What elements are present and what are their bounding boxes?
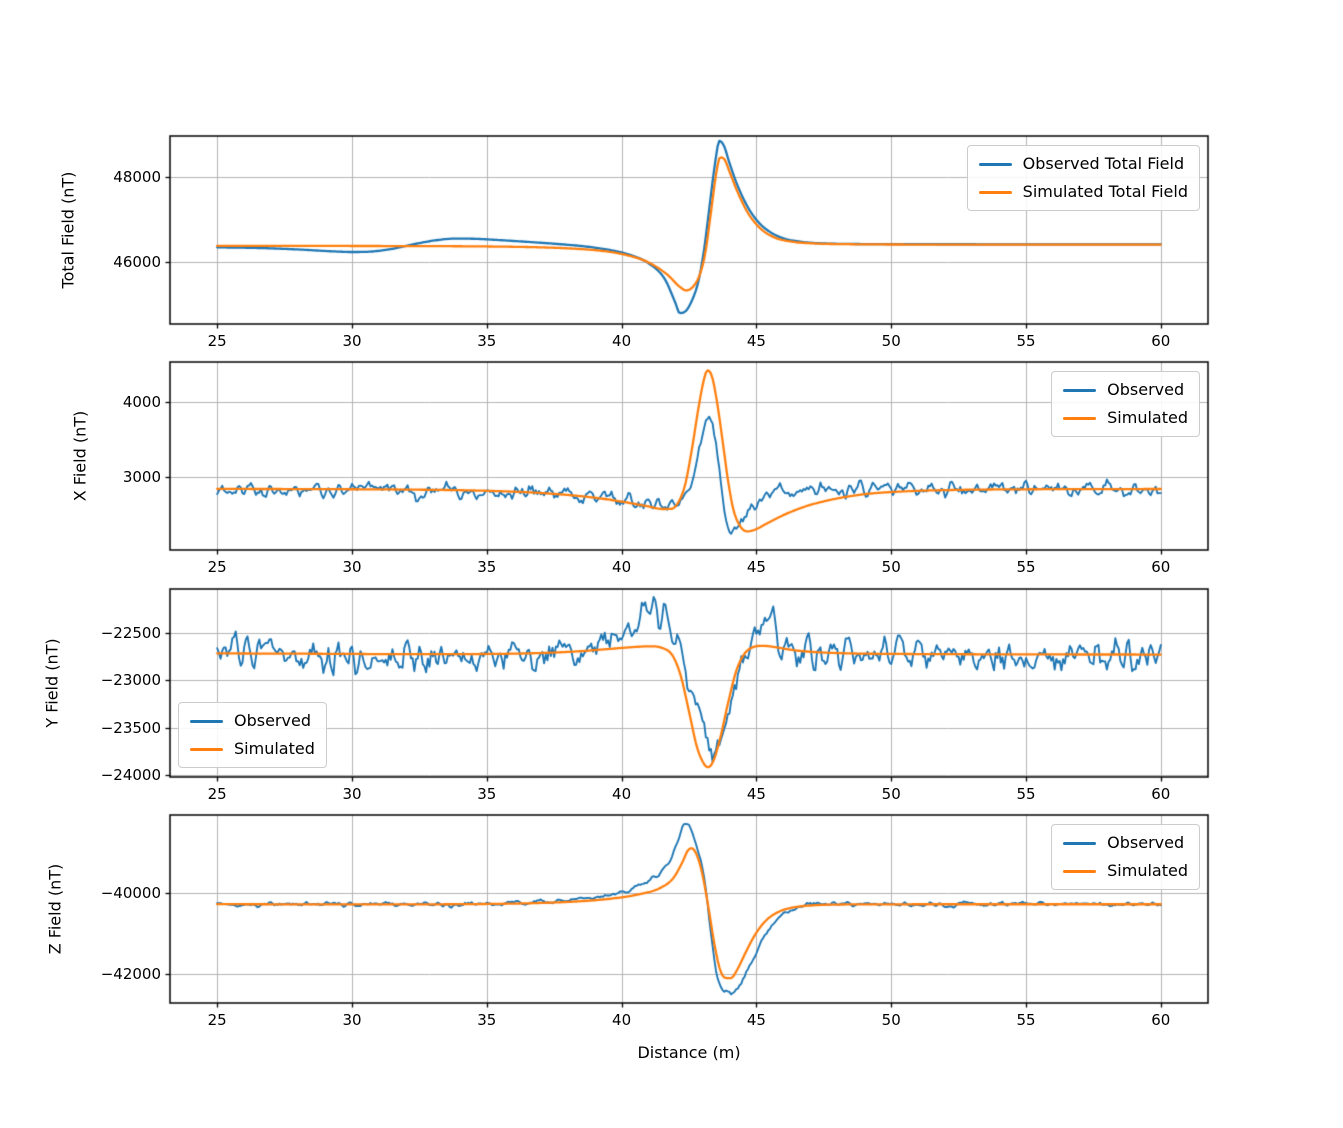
- y-tick-label: 46000: [113, 252, 161, 271]
- y-axis-label-y-field: Y Field (nT): [42, 638, 62, 728]
- x-tick-label: 50: [881, 558, 901, 576]
- x-tick-label: 25: [207, 785, 227, 803]
- x-tick-label: 45: [746, 332, 766, 350]
- x-tick-label: 45: [746, 785, 766, 803]
- legend-entry: Observed: [190, 711, 315, 731]
- legend-entry: Observed Total Field: [978, 154, 1188, 174]
- legend-entry: Simulated: [190, 739, 315, 759]
- x-tick-label: 40: [612, 1011, 632, 1029]
- x-tick-label: 60: [1151, 558, 1171, 576]
- x-tick-label: 50: [881, 332, 901, 350]
- legend-line-sample: [978, 162, 1012, 166]
- x-tick-label: 40: [612, 785, 632, 803]
- legend-line-sample: [1063, 388, 1097, 392]
- legend-entry-label: Simulated Total Field: [1022, 182, 1188, 201]
- x-tick-label: 25: [207, 558, 227, 576]
- legend-entry-label: Simulated: [1107, 408, 1188, 427]
- x-tick-label: 35: [477, 558, 497, 576]
- y-tick-label: −23000: [100, 671, 161, 690]
- legend-line-sample: [1063, 841, 1097, 845]
- legend-entry: Observed: [1063, 833, 1188, 853]
- y-tick-label: 3000: [122, 467, 161, 486]
- x-tick-label: 30: [342, 558, 362, 576]
- x-tick-label: 30: [342, 1011, 362, 1029]
- x-tick-label: 30: [342, 785, 362, 803]
- legend-line-sample: [190, 719, 223, 723]
- x-tick-label: 55: [1016, 558, 1036, 576]
- y-tick-label: 48000: [113, 168, 161, 186]
- x-tick-label: 45: [746, 558, 766, 576]
- x-tick-label: 35: [477, 785, 497, 803]
- legend-entry-label: Observed: [1107, 380, 1185, 399]
- legend-entry-label: Simulated: [1107, 861, 1188, 880]
- legend-entry: Simulated Total Field: [978, 182, 1188, 202]
- x-tick-label: 30: [342, 332, 362, 350]
- y-tick-label: −23500: [100, 718, 161, 737]
- x-tick-label: 55: [1016, 1011, 1036, 1029]
- y-axis-label-z-field: Z Field (nT): [45, 863, 65, 955]
- x-tick-label: 45: [746, 1011, 766, 1029]
- y-tick-label: −40000: [100, 883, 161, 902]
- x-tick-label: 60: [1151, 785, 1171, 803]
- y-axis-label-total-field: Total Field (nT): [58, 171, 78, 289]
- x-tick-label: 60: [1151, 332, 1171, 350]
- x-tick-label: 50: [881, 1011, 901, 1029]
- legend-line-sample: [190, 747, 223, 751]
- x-tick-label: 25: [207, 332, 227, 350]
- legend-entry: Simulated: [1063, 408, 1188, 428]
- legend-entry-label: Observed Total Field: [1022, 154, 1185, 173]
- legend: Observed Simulated: [178, 702, 327, 768]
- x-tick-label: 35: [477, 1011, 497, 1029]
- legend-line-sample: [978, 190, 1012, 194]
- legend-entry: Simulated: [1063, 861, 1188, 881]
- legend: Observed Simulated: [1051, 371, 1200, 437]
- legend-line-sample: [1063, 869, 1097, 873]
- y-tick-label: −24000: [100, 766, 161, 784]
- x-tick-label: 25: [207, 1011, 227, 1029]
- x-tick-label: 55: [1016, 332, 1036, 350]
- legend-line-sample: [1063, 416, 1097, 420]
- legend-entry-label: Observed: [234, 711, 311, 730]
- x-tick-label: 40: [612, 558, 632, 576]
- legend: Observed Simulated: [1051, 824, 1200, 890]
- x-tick-label: 55: [1016, 785, 1036, 803]
- legend-entry-label: Observed: [1107, 833, 1185, 852]
- x-tick-label: 35: [477, 332, 497, 350]
- x-tick-label: 60: [1151, 1011, 1171, 1029]
- legend-entry-label: Simulated: [234, 739, 315, 758]
- x-axis-label: Distance (m): [637, 1043, 741, 1062]
- x-tick-label: 40: [612, 332, 632, 350]
- legend: Observed Total Field Simulated Total Fiel…: [966, 145, 1200, 211]
- y-tick-label: 4000: [122, 393, 161, 412]
- legend-entry: Observed: [1063, 380, 1188, 400]
- y-axis-label-x-field: X Field (nT): [70, 410, 90, 502]
- y-tick-label: −42000: [100, 964, 161, 983]
- y-tick-label: −22500: [100, 623, 161, 642]
- x-tick-label: 50: [881, 785, 901, 803]
